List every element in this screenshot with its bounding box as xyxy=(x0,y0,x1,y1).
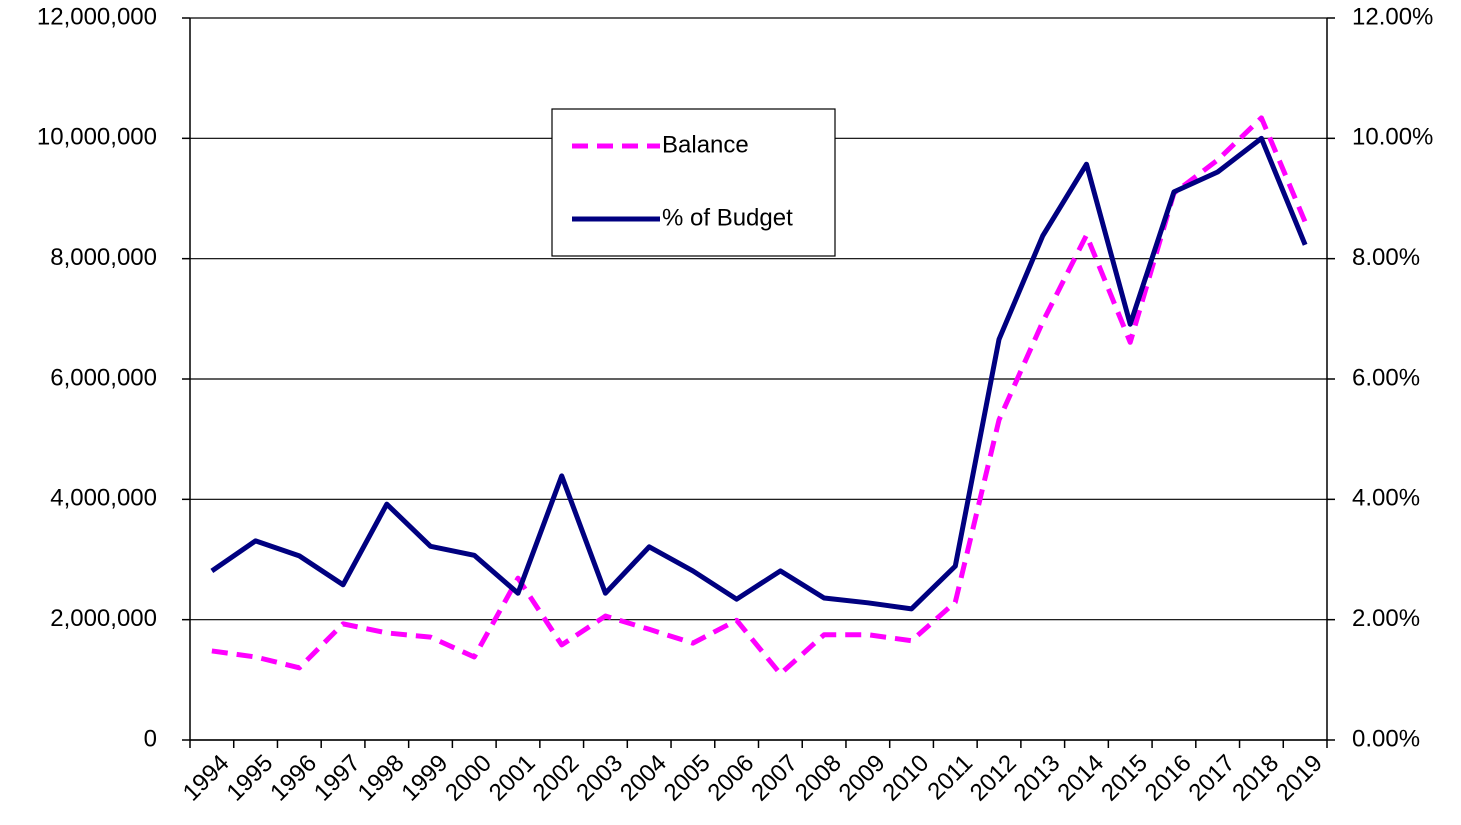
x-tick-label: 2019 xyxy=(1271,750,1328,807)
x-tick-label: 2016 xyxy=(1140,750,1197,807)
y-tick-label: 12,000,000 xyxy=(37,3,157,30)
x-tick-label: 2005 xyxy=(659,750,716,807)
x-tick-label: 2010 xyxy=(877,750,934,807)
lines xyxy=(210,115,1308,677)
y-tick-label: 0 xyxy=(144,725,157,752)
legend-box xyxy=(551,108,836,257)
x-tick-label: 2001 xyxy=(484,750,541,807)
y-tick-label: 6,000,000 xyxy=(50,364,157,391)
y2-tick-label: 2.00% xyxy=(1352,605,1420,632)
x-tick-label: 1998 xyxy=(353,750,410,807)
y-tick-label: 10,000,000 xyxy=(37,124,157,151)
x-tick-label: 1999 xyxy=(396,750,453,807)
legend-label: % of Budget xyxy=(662,204,793,231)
x-tick-label: 1996 xyxy=(265,750,322,807)
legend-label: Balance xyxy=(662,131,749,158)
y-tick-label: 4,000,000 xyxy=(50,485,157,512)
y2-tick-label: 4.00% xyxy=(1352,485,1420,512)
y-tick-label: 8,000,000 xyxy=(50,244,157,271)
x-tick-label: 2009 xyxy=(834,750,891,807)
y2-tick-label: 12.00% xyxy=(1352,3,1433,30)
x-tick-label: 2013 xyxy=(1009,750,1066,807)
x-tick-label: 2014 xyxy=(1052,750,1109,807)
x-tick-label: 2002 xyxy=(528,750,585,807)
x-tick-label: 1994 xyxy=(178,750,235,807)
x-tick-label: 2017 xyxy=(1184,750,1241,807)
x-tick-label: 2003 xyxy=(571,750,628,807)
x-tick-label: 2008 xyxy=(790,750,847,807)
x-tick-label: 2015 xyxy=(1096,750,1153,807)
x-tick-label: 1997 xyxy=(309,750,366,807)
y2-tick-label: 10.00% xyxy=(1352,124,1433,151)
x-tick-label: 2018 xyxy=(1227,750,1284,807)
x-tick-label: 2000 xyxy=(440,750,497,807)
x-tick-label: 2004 xyxy=(615,750,672,807)
y2-tick-label: 8.00% xyxy=(1352,244,1420,271)
x-tick-label: 1995 xyxy=(221,750,278,807)
x-tick-label: 2012 xyxy=(965,750,1022,807)
x-tick-label: 2011 xyxy=(922,750,978,806)
y2-tick-label: 0.00% xyxy=(1352,725,1420,752)
x-tick-label: 2006 xyxy=(703,750,760,807)
legend: Balance % of Budget xyxy=(551,108,836,257)
data-line xyxy=(210,135,1308,612)
y-tick-label: 2,000,000 xyxy=(50,605,157,632)
y2-tick-label: 6.00% xyxy=(1352,364,1420,391)
x-tick-label: 2007 xyxy=(746,750,803,807)
data-line xyxy=(211,115,1308,677)
